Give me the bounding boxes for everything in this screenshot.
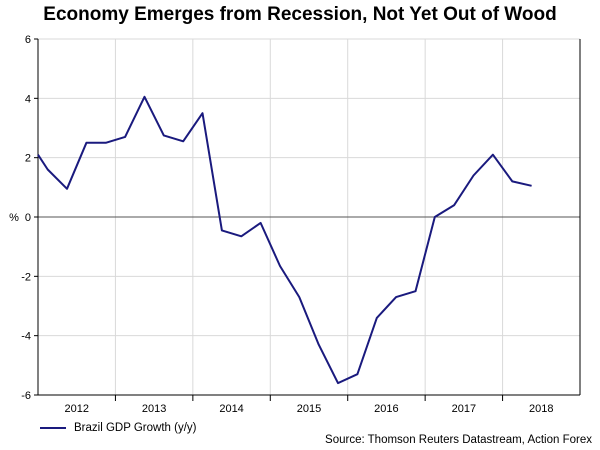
x-tick-label: 2013 (142, 403, 166, 415)
y-tick-label: -2 (21, 271, 31, 283)
y-tick-label: 4 (25, 93, 31, 105)
source-note: Source: Thomson Reuters Datastream, Acti… (325, 434, 592, 446)
legend: Brazil GDP Growth (y/y) (40, 422, 196, 434)
x-tick-label: 2018 (529, 403, 553, 415)
x-tick-label: 2012 (64, 403, 88, 415)
y-tick-label: -6 (21, 390, 31, 402)
series-layer (37, 95, 532, 385)
legend-swatch (40, 427, 66, 429)
x-tick-label: 2017 (452, 403, 476, 415)
chart-title: Economy Emerges from Recession, Not Yet … (43, 4, 557, 25)
y-tick-label: 0 (25, 212, 31, 224)
y-axis-label: % (9, 212, 19, 224)
y-tick-label: -4 (21, 331, 31, 343)
tick-labels: 6 4 2 0 -2 -4 -6 2012 2013 2014 2015 2016 2017 2018% (9, 34, 553, 415)
legend-label: Brazil GDP Growth (y/y) (74, 422, 197, 434)
x-tick-label: 2014 (219, 403, 243, 415)
axes (34, 38, 581, 401)
series-line-brazil-gdp (37, 95, 532, 385)
y-tick-label: 6 (25, 34, 31, 46)
y-tick-label: 2 (25, 153, 31, 165)
x-tick-label: 2015 (297, 403, 321, 415)
x-tick-label: 2016 (374, 403, 398, 415)
